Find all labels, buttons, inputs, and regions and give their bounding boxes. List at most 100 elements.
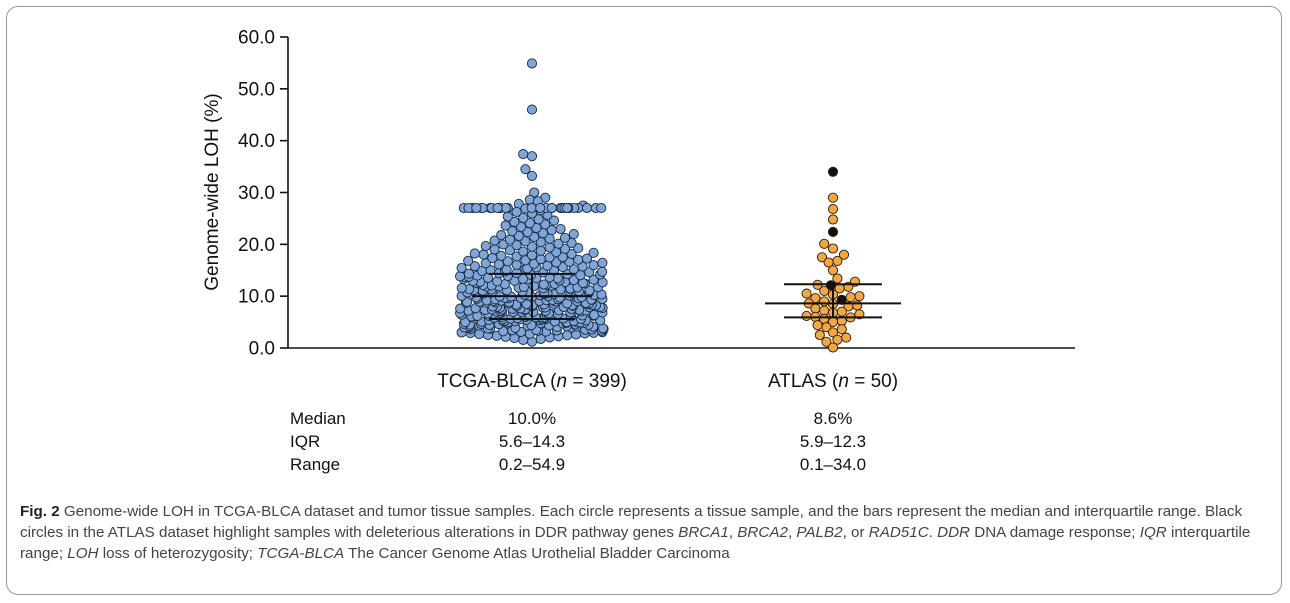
tcga-point (487, 253, 498, 264)
tcga-point (581, 253, 593, 264)
tcga-point (496, 230, 507, 241)
atlas-point (827, 214, 839, 225)
tcga-point (559, 232, 571, 243)
gene-brca2: BRCA2 (737, 524, 788, 541)
y-tick-label: 10.0 (238, 287, 275, 308)
abbr-definition: interquartile range; (20, 524, 1251, 562)
atlas-point (814, 329, 825, 341)
tcga-point (511, 206, 522, 217)
tcga-point (562, 202, 573, 214)
y-tick-label: 20.0 (238, 235, 275, 256)
atlas-point (836, 324, 847, 335)
atlas-point (821, 336, 832, 347)
tcga-points (455, 58, 609, 347)
tcga-point (597, 257, 608, 268)
tcga-point (597, 266, 608, 277)
abbr-definition: The Cancer Genome Atlas Urothelial Bladd… (344, 545, 730, 562)
atlas-point (819, 238, 830, 249)
tcga-point (581, 202, 593, 214)
caption-text: Genome-wide LOH in TCGA-BLCA dataset and… (20, 503, 1243, 541)
tcga-point (507, 226, 518, 237)
y-tick-label: 60.0 (238, 28, 275, 49)
tcga-point (520, 164, 531, 175)
tcga-point (596, 202, 607, 214)
gene-brca1: BRCA1 (678, 524, 729, 541)
atlas-point (841, 332, 852, 343)
atlas-point (821, 322, 832, 333)
tcga-point (535, 245, 546, 256)
figure-caption: Fig. 2 Genome-wide LOH in TCGA-BLCA data… (20, 501, 1270, 564)
tcga-point (500, 202, 511, 214)
tcga-point (535, 254, 546, 265)
caption-separator: , (728, 524, 738, 541)
tcga-point (520, 236, 531, 247)
tcga-point (553, 238, 564, 249)
tcga-point (456, 262, 467, 274)
tcga-point (489, 244, 500, 255)
atlas-point (827, 243, 839, 254)
tcga-point (535, 202, 546, 214)
gene-rad51c: RAD51C (868, 524, 929, 541)
caption-separator: , (787, 524, 797, 541)
abbr-tcga-blca: TCGA-BLCA (257, 545, 345, 562)
tcga-point (511, 259, 522, 270)
tcga-point (538, 279, 549, 290)
atlas-point (819, 285, 830, 297)
group-label-atlas: ATLAS (n = 50) (768, 371, 898, 392)
tcga-point (555, 223, 566, 235)
tcga-point (518, 246, 529, 257)
tcga-point (492, 202, 503, 214)
tcga-point (526, 250, 538, 261)
atlas-point (832, 255, 843, 266)
y-tick-label: 40.0 (238, 131, 275, 152)
abbr-iqr: IQR (1139, 524, 1167, 541)
tcga-point (546, 202, 557, 214)
atlas-point (819, 296, 830, 307)
atlas-point (812, 320, 823, 331)
atlas-point (836, 306, 847, 317)
tcga-point (540, 219, 551, 230)
tcga-point (524, 194, 535, 205)
atlas-point (827, 265, 839, 276)
atlas-point (827, 192, 839, 203)
group-label-tcga: TCGA-BLCA (n = 399) (437, 371, 627, 392)
tcga-point (559, 243, 571, 254)
atlas-point (801, 288, 812, 299)
atlas-point (838, 249, 850, 260)
caption-separator: . (928, 524, 938, 541)
tcga-point (469, 248, 480, 259)
tcga-point (573, 243, 584, 254)
atlas-point (816, 252, 828, 263)
atlas-point-highlighted (827, 226, 839, 237)
tcga-point (548, 215, 560, 226)
y-axis: 0.0 10.0 20.0 30.0 40.0 50.0 60.0 (238, 28, 289, 360)
gene-palb2: PALB2 (796, 524, 843, 541)
tcga-point (502, 256, 513, 267)
tcga-point (526, 241, 538, 252)
tcga-point (489, 235, 500, 246)
tcga-point (588, 247, 599, 258)
caption-fig-label: Fig. 2 (20, 503, 60, 520)
tcga-point (526, 104, 538, 115)
tcga-point (529, 187, 540, 198)
tcga-point (524, 218, 535, 229)
y-tick-label: 30.0 (238, 183, 275, 204)
tcga-point (471, 202, 482, 214)
atlas-point (832, 334, 843, 345)
y-tick-label: 0.0 (249, 339, 275, 360)
loh-beeswarm-chart: 0.0 10.0 20.0 30.0 40.0 50.0 60.0 Genome-wide … (202, 28, 1075, 392)
tcga-point (544, 252, 555, 263)
tcga-point (455, 271, 466, 282)
tcga-point (526, 151, 538, 162)
abbr-loh: LOH (67, 545, 99, 562)
tcga-point (500, 220, 511, 231)
tcga-point (502, 211, 513, 222)
tcga-point (509, 216, 520, 227)
tcga-point (463, 268, 474, 279)
atlas-point (801, 310, 812, 321)
atlas-point (819, 305, 830, 316)
caption-separator: , or (842, 524, 869, 541)
atlas-points (801, 166, 865, 353)
tcga-point (526, 170, 538, 181)
tcga-point (456, 282, 467, 294)
